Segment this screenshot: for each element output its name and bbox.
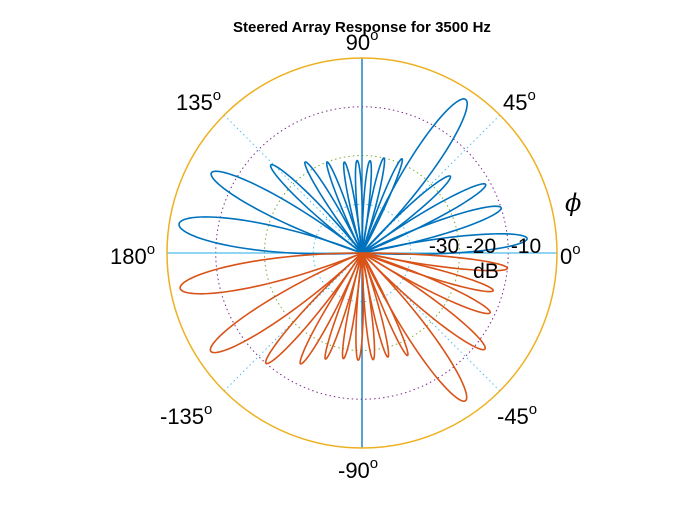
chart-title: Steered Array Response for 3500 Hz: [233, 19, 491, 36]
angle-tick-label: 45o: [503, 87, 536, 115]
upper-lobe-3: [361, 175, 452, 254]
polar-labels: 0o 45o 90o 135o 180o -135o -90o -45o -30 -20 -10 dB…: [110, 27, 581, 483]
ring-tick-label: -30: [429, 235, 459, 258]
degree-mark: o: [204, 401, 212, 418]
degree-mark: o: [370, 27, 378, 44]
degree-mark: o: [213, 87, 221, 104]
lower-lobe-2: [361, 252, 491, 315]
degree-mark: o: [572, 241, 580, 258]
lower-lobe-7: [361, 252, 376, 361]
lower-lobe-13: [209, 252, 363, 354]
angle-tick-label: 90o: [346, 27, 379, 55]
angle-tick-label: -90o: [338, 455, 378, 483]
lower-lobe-10: [324, 252, 363, 360]
lower-lobe-14: [179, 252, 363, 295]
ring-tick-label: -20: [466, 235, 496, 258]
upper-lobe-1: [361, 205, 502, 254]
upper-lobe-8: [354, 159, 364, 254]
polar-lobes: [178, 98, 528, 402]
degree-mark: o: [147, 241, 155, 258]
upper-lobe-12: [269, 163, 363, 254]
degree-mark: o: [529, 401, 537, 418]
upper-lobe-7: [361, 159, 373, 254]
upper-lobe-11: [304, 161, 363, 254]
degree-mark: o: [527, 87, 535, 104]
upper-lobe-2: [361, 183, 487, 254]
angle-tick-label: 135o: [176, 87, 221, 115]
spoke-135: [223, 114, 363, 254]
upper-lobe-14: [178, 216, 363, 255]
lower-lobe-0: [361, 252, 509, 272]
lower-lobe-4: [361, 252, 468, 402]
angle-tick-label: 180o: [110, 241, 155, 269]
lower-lobe-12: [264, 252, 363, 365]
ring-tick-label: -10: [511, 235, 541, 258]
lower-lobe-9: [341, 252, 363, 360]
upper-lobe-5: [361, 157, 404, 254]
radial-unit-label: dB: [473, 260, 499, 283]
upper-lobe-4: [361, 98, 469, 254]
lower-lobe-6: [361, 252, 390, 358]
lower-lobe-11: [299, 252, 363, 365]
upper-lobe-10: [325, 161, 363, 254]
upper-lobe-6: [361, 157, 386, 254]
lower-lobe-5: [361, 252, 409, 357]
angle-symbol-label: ϕ: [565, 189, 581, 217]
angle-tick-label: 0o: [560, 241, 581, 269]
upper-lobe-9: [342, 161, 363, 254]
angle-tick-label: -135o: [160, 401, 212, 429]
angle-tick-label: -45o: [497, 401, 537, 429]
degree-mark: o: [370, 455, 378, 472]
lower-lobe-8: [355, 252, 365, 361]
upper-lobe-0: [361, 233, 528, 256]
polar-grid: [166, 57, 558, 449]
outer-ring: [166, 57, 558, 449]
upper-lobe-13: [210, 170, 363, 254]
spoke-225: [223, 252, 363, 392]
lower-lobe-3: [361, 252, 487, 351]
